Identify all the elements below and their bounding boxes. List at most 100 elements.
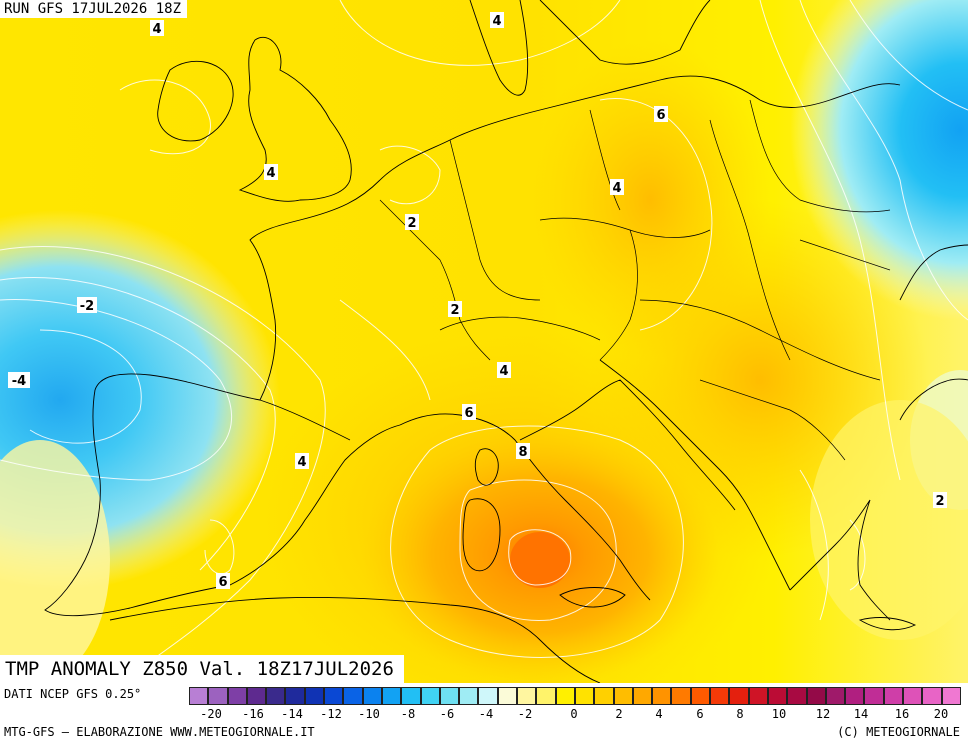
color-swatch: [246, 687, 267, 705]
coastlines: [44, 0, 968, 683]
color-swatch: [439, 687, 460, 705]
warm-maximum: [510, 532, 570, 588]
color-scale-tick-label: -16: [242, 707, 264, 721]
color-swatch: [941, 687, 961, 705]
color-swatch: [902, 687, 923, 705]
color-swatch: [555, 687, 575, 705]
isotherm-label-5: 4: [610, 179, 624, 196]
color-scale-ticks: -20 -16 -14 -12 -10 -8 -6 -4 -2 0 2 4 6 8 10 12 14 16 20: [189, 707, 964, 723]
copyright-label: (C) METEOGIORNALE: [837, 725, 960, 739]
map-canvas: 4 4 6 4 4 2 -2 2 -4 4 6 8 4 6 2: [0, 0, 968, 683]
legend-footer: DATI NCEP GFS 0.25° -20 -16 -14 -12 -10 -8 -6-…: [0, 683, 968, 745]
svg-text:2: 2: [450, 303, 459, 318]
svg-text:-4: -4: [12, 374, 26, 389]
color-swatch: [883, 687, 903, 705]
isotherm-label-15: 2: [933, 492, 947, 509]
color-scale-tick-label: 2: [615, 707, 623, 721]
data-source-label: DATI NCEP GFS 0.25°: [4, 687, 142, 701]
color-scale-tick-label: 8: [736, 707, 744, 721]
svg-text:4: 4: [152, 22, 161, 37]
color-scale-tick-label: 4: [655, 707, 663, 721]
isotherm-label-10: 4: [497, 362, 511, 379]
color-swatch: [478, 687, 498, 705]
color-swatch: [922, 687, 942, 705]
color-swatch: [343, 687, 363, 705]
isotherm-label-1: 4: [150, 20, 164, 37]
credit-label: MTG-GFS – ELABORAZIONE WWW.METEOGIORNALE…: [4, 725, 315, 739]
country-borders: [259, 99, 891, 461]
color-scale-tick-label: 16: [894, 707, 910, 721]
color-swatch: [729, 687, 749, 705]
svg-text:6: 6: [218, 575, 227, 590]
isotherm-labels: 4 4 6 4 4 2 -2 2 -4 4 6 8 4 6 2: [8, 12, 947, 590]
color-scale-tick-label: 14: [853, 707, 869, 721]
isotherm-label-7: -2: [77, 297, 97, 314]
color-scale-tick-label: -8: [400, 707, 416, 721]
color-swatch: [690, 687, 711, 705]
color-swatch: [381, 687, 402, 705]
svg-text:2: 2: [935, 494, 944, 509]
isotherm-label-8: 2: [448, 301, 462, 318]
color-scale-tick-label: -6: [439, 707, 455, 721]
svg-text:6: 6: [656, 108, 665, 123]
color-swatch: [574, 687, 595, 705]
isotherm-label-3: 6: [654, 106, 668, 123]
color-swatch: [845, 687, 865, 705]
color-scale-tick-label: 10: [771, 707, 787, 721]
color-swatch: [497, 687, 518, 705]
color-scale-tick-label: -12: [320, 707, 342, 721]
color-swatch: [285, 687, 305, 705]
color-scale-tick-label: 20: [933, 707, 949, 721]
color-swatch: [189, 687, 209, 705]
color-swatch: [671, 687, 691, 705]
anomaly-map: 4 4 6 4 4 2 -2 2 -4 4 6 8 4 6 2: [0, 0, 968, 683]
color-swatch: [517, 687, 537, 705]
color-scale-tick-label: 0: [570, 707, 578, 721]
svg-text:4: 4: [297, 455, 306, 470]
isotherm-label-2: 4: [490, 12, 504, 29]
color-swatch: [748, 687, 768, 705]
color-swatch: [401, 687, 421, 705]
color-swatch: [652, 687, 672, 705]
color-swatch: [806, 687, 826, 705]
color-swatch: [632, 687, 653, 705]
color-swatch: [825, 687, 846, 705]
color-scale-tick-label: -2: [517, 707, 533, 721]
isotherm-label-9: -4: [8, 372, 30, 389]
svg-text:4: 4: [499, 364, 508, 379]
color-swatch: [864, 687, 884, 705]
color-swatch: [304, 687, 325, 705]
color-swatch: [324, 687, 344, 705]
color-swatch: [536, 687, 556, 705]
map-title: TMP ANOMALY Z850 Val. 18Z17JUL2026: [0, 655, 404, 683]
color-scale-tick-label: -20: [200, 707, 222, 721]
color-swatch: [710, 687, 730, 705]
svg-text:6: 6: [464, 406, 473, 421]
color-swatch: [362, 687, 382, 705]
color-scale-bar: [189, 687, 961, 705]
color-swatch: [227, 687, 247, 705]
color-scale-tick-label: -14: [281, 707, 303, 721]
isotherm-label-14: 6: [216, 573, 230, 590]
color-scale-tick-label: -4: [478, 707, 494, 721]
pale-area-aegean: [810, 400, 968, 640]
isotherm-label-13: 4: [295, 453, 309, 470]
svg-text:4: 4: [492, 14, 501, 29]
svg-text:8: 8: [518, 445, 527, 460]
svg-text:4: 4: [266, 166, 275, 181]
svg-text:2: 2: [407, 216, 416, 231]
isotherm-label-6: 2: [405, 214, 419, 231]
color-swatch: [420, 687, 440, 705]
color-swatch: [459, 687, 479, 705]
color-swatch: [266, 687, 286, 705]
isotherm-label-11: 6: [462, 404, 476, 421]
color-scale-tick-label: -10: [358, 707, 380, 721]
color-swatch: [594, 687, 614, 705]
color-swatch: [787, 687, 807, 705]
color-scale-tick-label: 12: [815, 707, 831, 721]
svg-text:4: 4: [612, 181, 621, 196]
isotherm-label-12: 8: [516, 443, 530, 460]
color-swatch: [767, 687, 788, 705]
color-swatch: [613, 687, 633, 705]
cold-anomaly-russia: [790, 0, 968, 320]
